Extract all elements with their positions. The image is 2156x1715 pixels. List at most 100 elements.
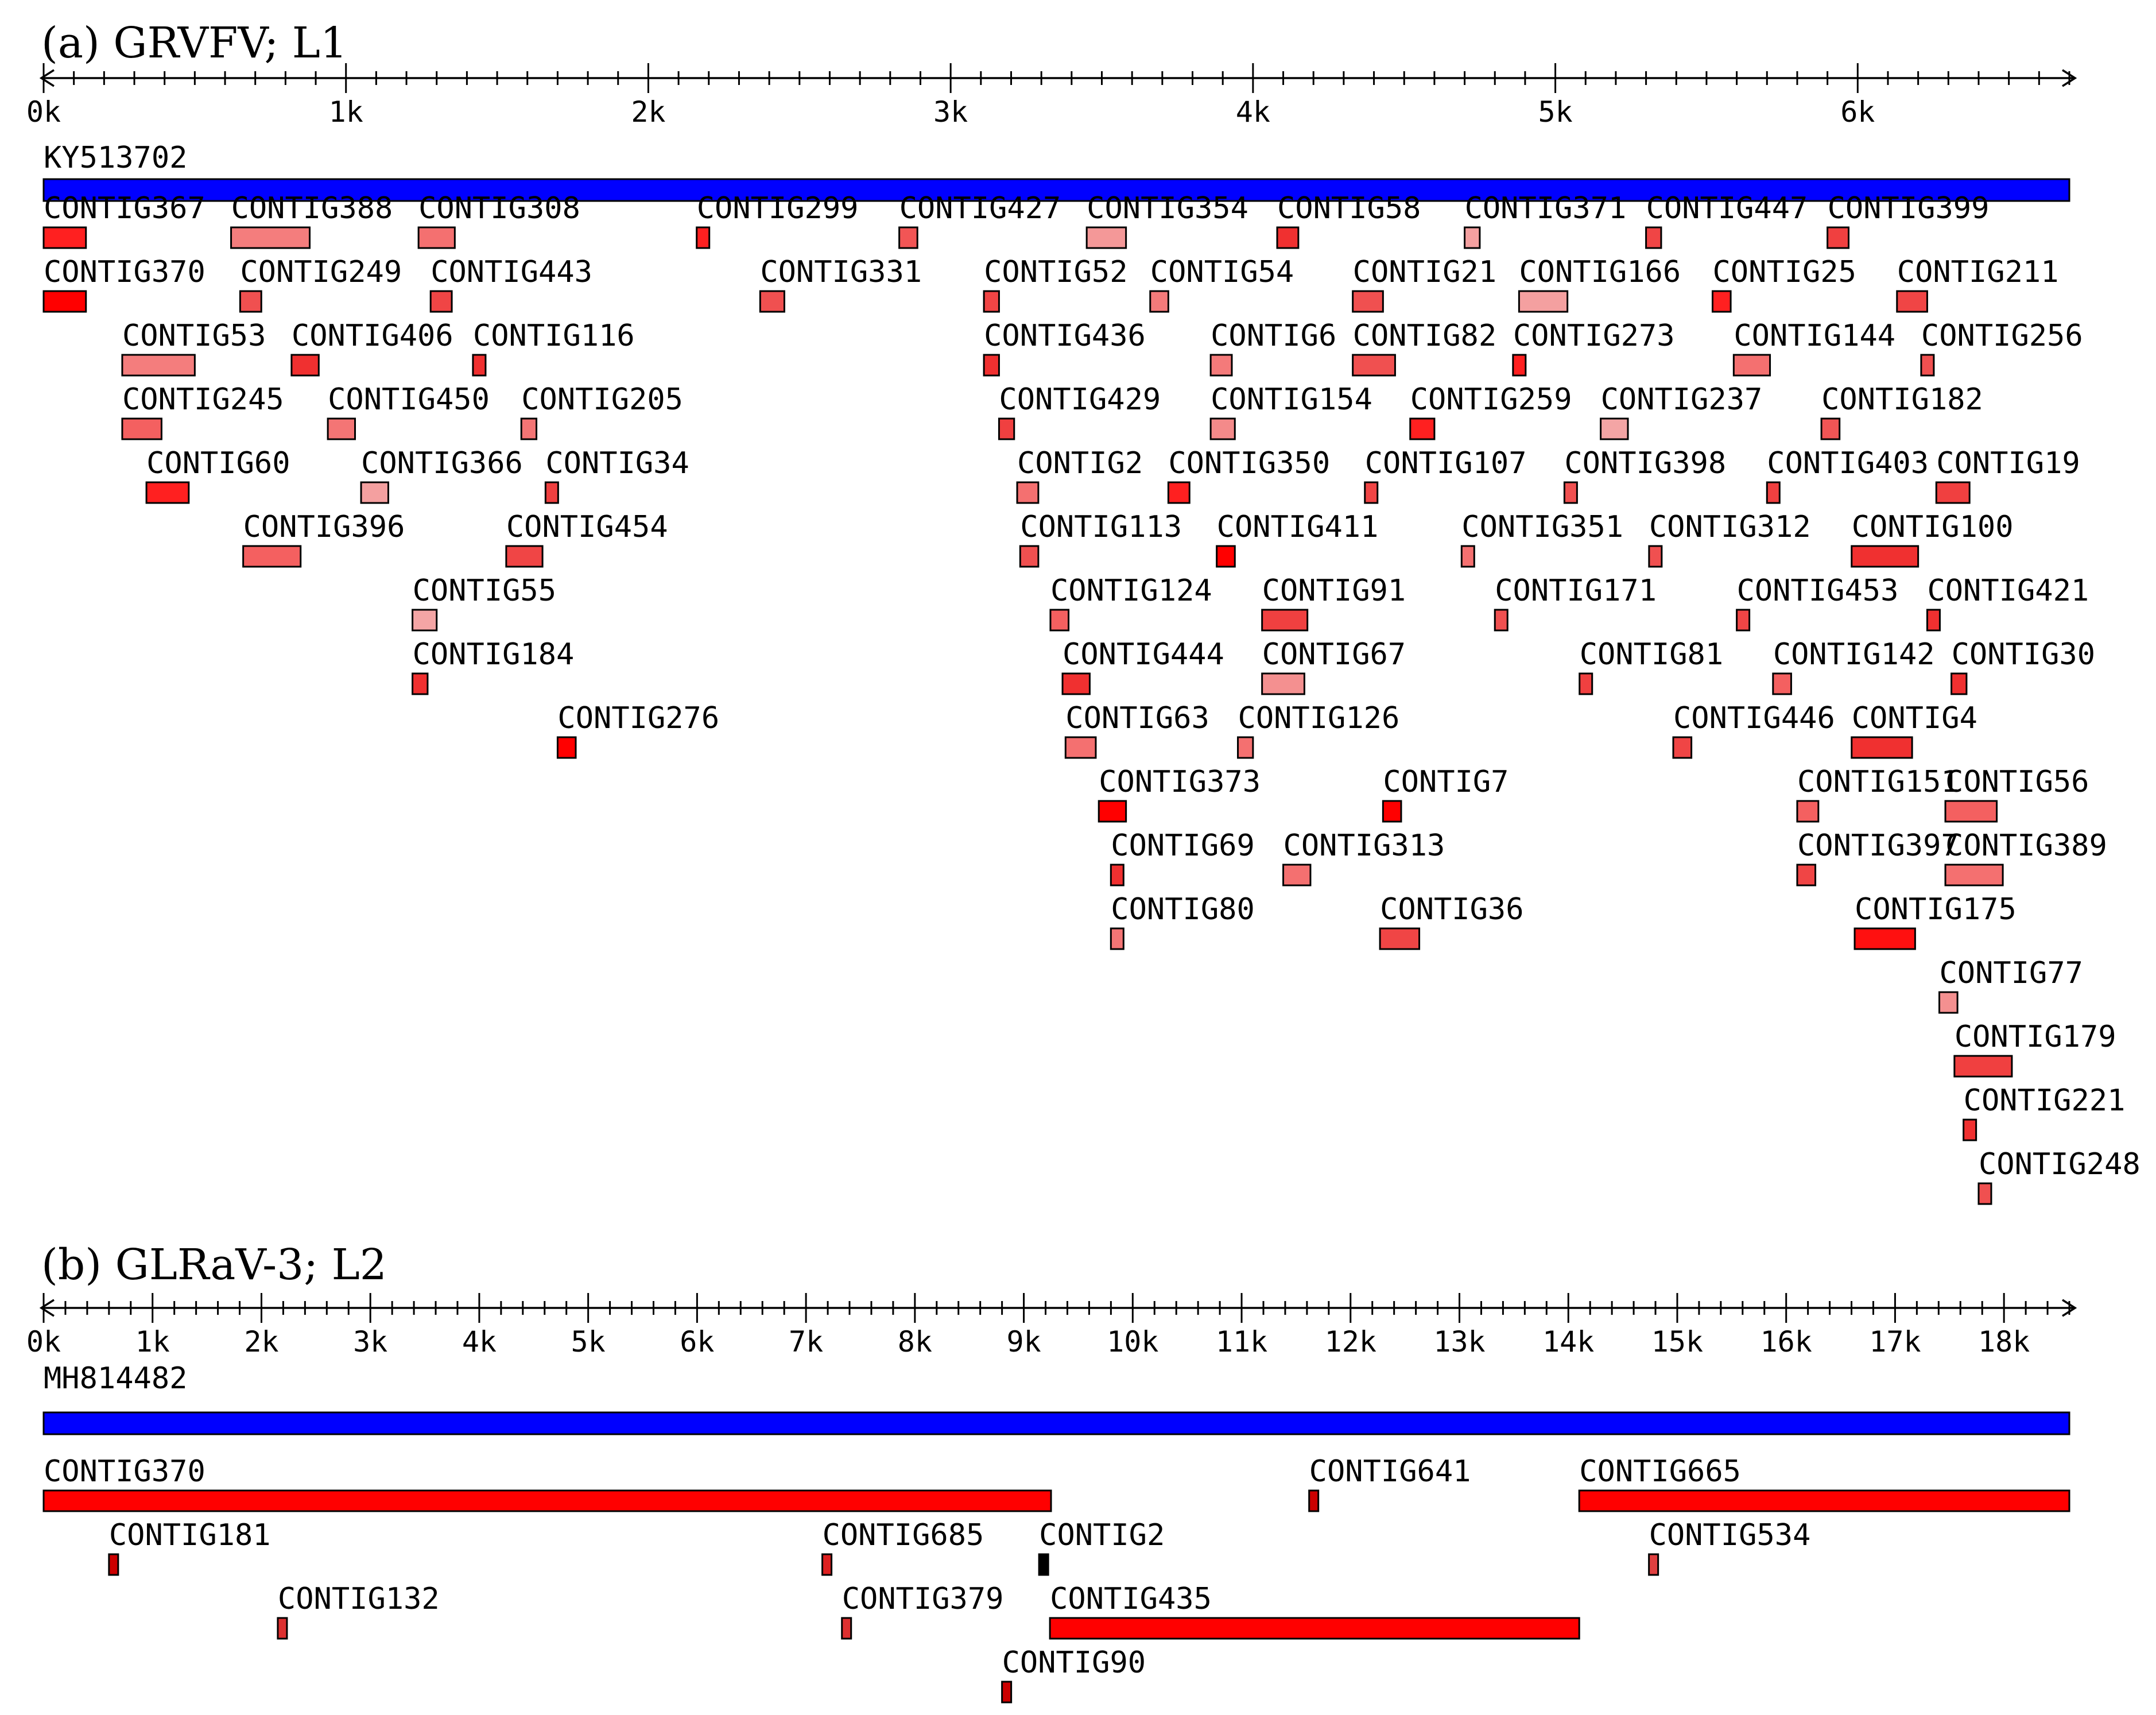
contig-contig370: CONTIG370	[42, 1454, 1052, 1512]
contig-bar	[121, 417, 162, 440]
ruler-left-arrow-icon	[39, 69, 55, 87]
contig-contig366: CONTIG366	[360, 446, 523, 504]
contig-bar	[1938, 991, 1959, 1014]
panel-a-grvfv: (a) GRVFV; L1 0k 1k 2k 3k 4k 5k 6k KY513702 CO…	[26, 18, 2141, 1205]
contig-bar	[1149, 290, 1169, 313]
contig-label: CONTIG53	[122, 319, 266, 353]
contig-label: CONTIG388	[231, 191, 393, 226]
contig-bar	[1736, 609, 1751, 632]
contig-bar	[1261, 609, 1309, 632]
contig-bar	[1464, 226, 1481, 249]
contig-contig107: CONTIG107	[1364, 446, 1527, 504]
contig-contig52: CONTIG52	[983, 255, 1128, 313]
contig-contig446: CONTIG446	[1672, 701, 1835, 759]
contig-bar	[1382, 800, 1402, 823]
contig-contig36: CONTIG36	[1379, 892, 1524, 950]
contig-label: CONTIG373	[1099, 765, 1261, 799]
contig-label: CONTIG256	[1921, 319, 2083, 353]
contig-bar	[1645, 226, 1662, 249]
contig-label: CONTIG427	[899, 191, 1061, 226]
contig-label: CONTIG126	[1238, 701, 1400, 735]
contig-label: CONTIG7	[1383, 765, 1509, 799]
contig-bar	[1064, 736, 1097, 759]
panel-a-contigs: CONTIG367 CONTIG388 CONTIG308 CONTIG299 CONT…	[42, 191, 2141, 1205]
contig-contig248: CONTIG248	[1977, 1147, 2141, 1205]
contig-bar	[1944, 864, 2004, 886]
contig-bar	[1796, 864, 1817, 886]
contig-label: CONTIG113	[1020, 510, 1182, 544]
contig-contig534: CONTIG534	[1648, 1518, 1811, 1576]
contig-bar	[1648, 545, 1663, 568]
contig-bar	[1209, 354, 1233, 377]
contig-bar	[239, 290, 262, 313]
contig-label: CONTIG6	[1211, 319, 1336, 353]
contig-contig685: CONTIG685	[821, 1518, 984, 1576]
contig-contig379: CONTIG379	[841, 1582, 1003, 1640]
contig-label: CONTIG454	[506, 510, 668, 544]
contig-bar	[1851, 545, 1920, 568]
contig-label: CONTIG443	[431, 255, 592, 289]
contig-bar	[277, 1617, 288, 1640]
contig-label: CONTIG25	[1712, 255, 1856, 289]
ruler-tick-label: 1k	[135, 1325, 170, 1358]
contig-label: CONTIG313	[1283, 829, 1445, 863]
ruler-right-arrow-icon	[2062, 1299, 2077, 1317]
contig-label: CONTIG91	[1262, 574, 1406, 608]
contig-bar	[1851, 736, 1913, 759]
contig-contig100: CONTIG100	[1851, 510, 2014, 568]
contig-contig447: CONTIG447	[1645, 191, 1808, 249]
contig-contig308: CONTIG308	[417, 191, 580, 249]
contig-bar	[1796, 800, 1820, 823]
contig-label: CONTIG205	[521, 382, 683, 417]
contig-contig30: CONTIG30	[1951, 637, 2095, 695]
contig-label: CONTIG171	[1495, 574, 1657, 608]
contig-label: CONTIG58	[1277, 191, 1421, 226]
contig-bar	[145, 481, 190, 504]
contig-bar	[1512, 354, 1527, 377]
contig-bar	[1827, 226, 1849, 249]
contig-bar	[121, 354, 196, 377]
contig-contig249: CONTIG249	[239, 255, 402, 313]
contig-label: CONTIG534	[1649, 1518, 1811, 1553]
ruler-tick-label: 2k	[244, 1325, 278, 1358]
contig-bar	[108, 1553, 119, 1576]
contig-bar	[1364, 481, 1379, 504]
contig-bar	[696, 226, 711, 249]
contig-label: CONTIG211	[1897, 255, 2059, 289]
ruler-tick-label: 0k	[26, 95, 61, 129]
contig-bar	[1308, 1489, 1320, 1512]
contig-label: CONTIG370	[44, 255, 205, 289]
contig-label: CONTIG36	[1380, 892, 1523, 927]
contig-label: CONTIG367	[44, 191, 205, 226]
contig-bar	[429, 290, 453, 313]
contig-bar	[1049, 1617, 1580, 1640]
contig-label: CONTIG312	[1649, 510, 1811, 544]
contig-bar	[544, 481, 559, 504]
contig-contig144: CONTIG144	[1732, 319, 1895, 377]
contig-bar	[1853, 927, 1916, 950]
contig-bar	[1920, 354, 1935, 377]
contig-contig351: CONTIG351	[1460, 510, 1623, 568]
contig-contig389: CONTIG389	[1944, 829, 2107, 886]
ruler-tick-label: 4k	[1236, 95, 1270, 129]
contig-contig237: CONTIG237	[1600, 382, 1762, 440]
contig-bar	[42, 1489, 1052, 1512]
contig-contig179: CONTIG179	[1953, 1020, 2116, 1078]
contig-label: CONTIG308	[418, 191, 580, 226]
contig-bar	[1085, 226, 1127, 249]
contig-label: CONTIG366	[361, 446, 523, 481]
contig-contig19: CONTIG19	[1935, 446, 2080, 504]
contig-contig299: CONTIG299	[696, 191, 858, 249]
contig-contig370: CONTIG370	[42, 255, 205, 313]
contig-label: CONTIG116	[473, 319, 635, 353]
contig-bar	[1098, 800, 1127, 823]
contig-contig82: CONTIG82	[1352, 319, 1496, 377]
contig-bar	[1953, 1055, 2013, 1078]
contig-bar	[1016, 481, 1040, 504]
contig-bar	[841, 1617, 852, 1640]
panel-b-title: (b) GLRaV-3; L2	[41, 1240, 387, 1290]
contig-contig25: CONTIG25	[1711, 255, 1856, 313]
contig-contig54: CONTIG54	[1149, 255, 1294, 313]
contig-contig373: CONTIG373	[1098, 765, 1261, 823]
contig-bar	[1772, 672, 1792, 695]
